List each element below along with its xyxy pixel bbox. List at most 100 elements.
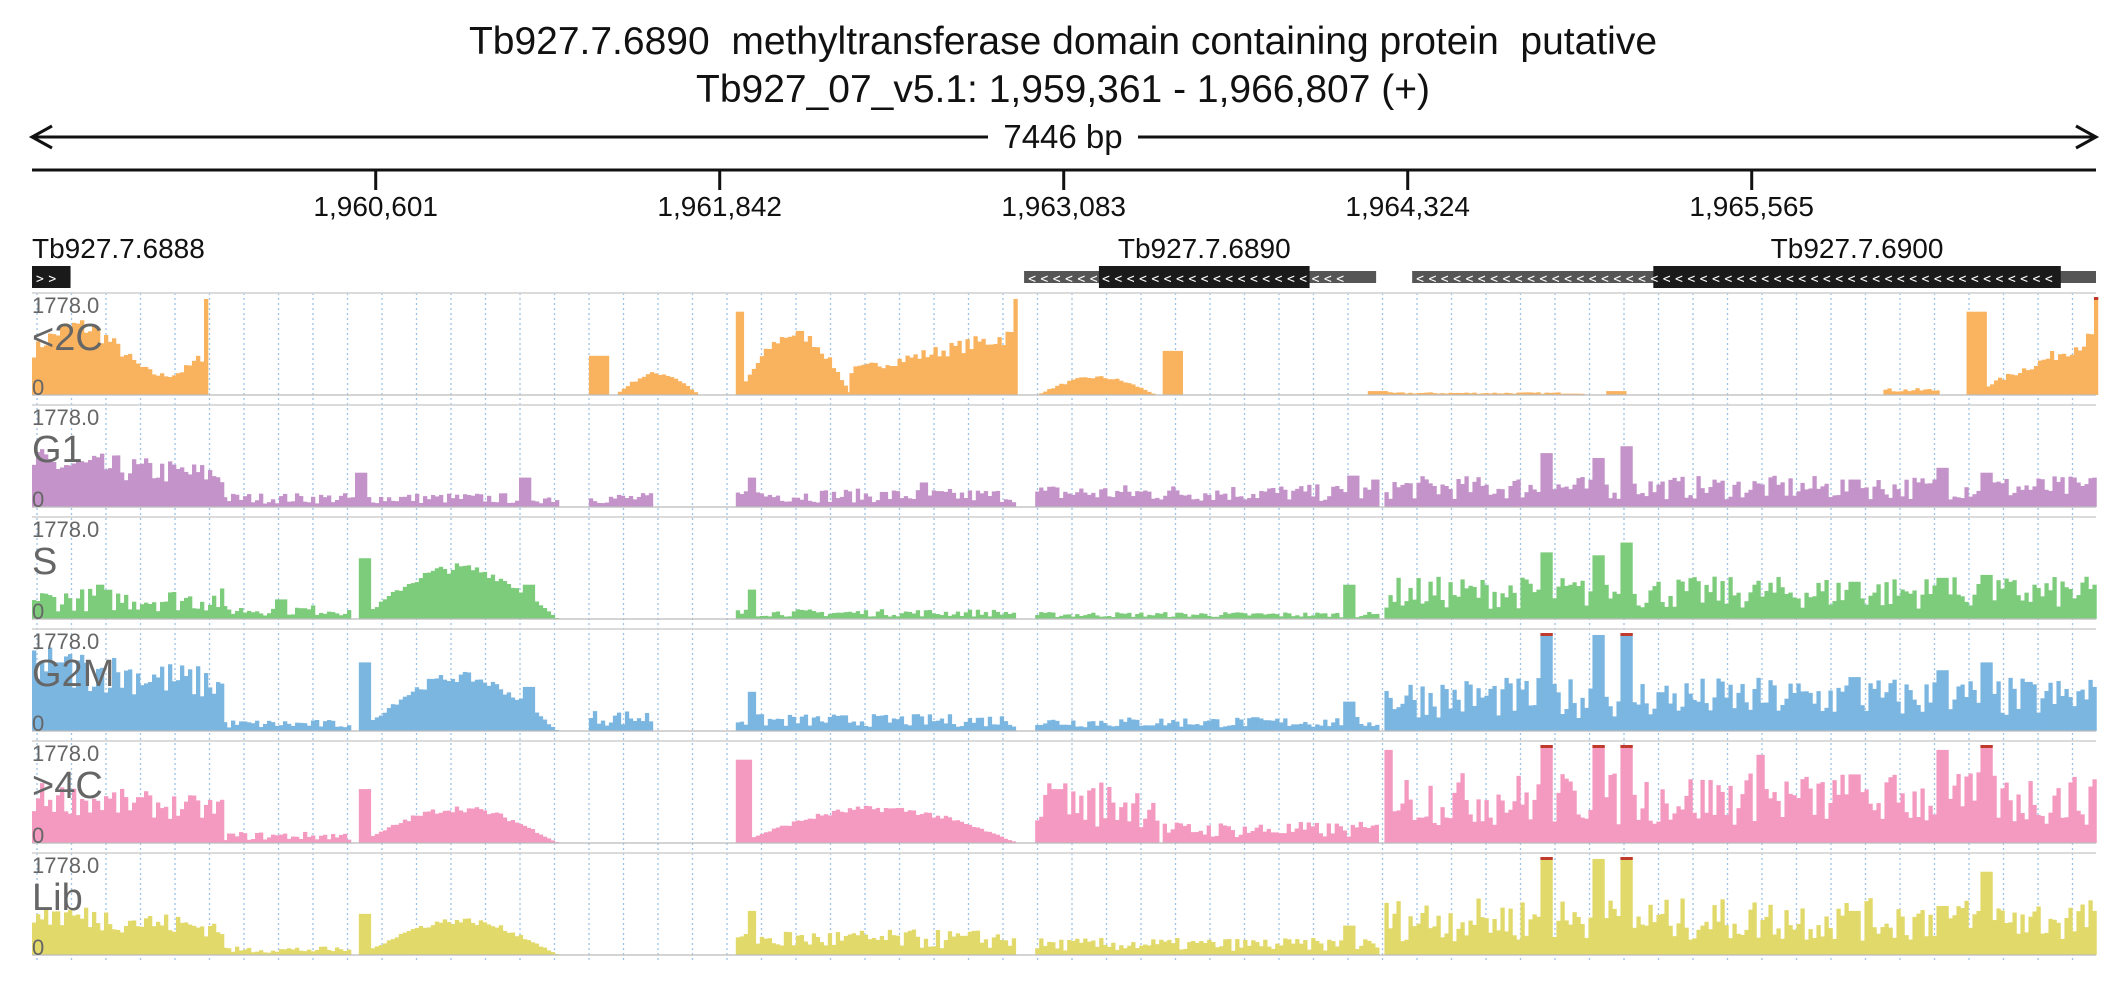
coverage-bar (1452, 792, 1457, 843)
coverage-bar (1295, 939, 1300, 955)
coverage-bar (1095, 725, 1100, 731)
coverage-bar (220, 482, 225, 507)
coverage-bar (771, 943, 777, 955)
coverage-bar (1291, 616, 1296, 619)
coverage-bar (2036, 478, 2041, 507)
coverage-bar (482, 922, 488, 955)
coverage-bar (1115, 949, 1120, 955)
coverage-bar (1928, 805, 1933, 843)
coverage-bar (1928, 914, 1933, 955)
coverage-bar (188, 365, 193, 395)
coverage-bar (1111, 617, 1116, 619)
coverage-bar (1275, 614, 1280, 619)
coverage-bar (1162, 350, 1167, 395)
coverage-bar (522, 825, 528, 843)
coverage-bar (346, 725, 352, 731)
clip-marker (1548, 633, 1553, 636)
coverage-bar (1692, 577, 1697, 619)
coverage-bar (342, 493, 348, 507)
coverage-bar (831, 944, 837, 955)
coverage-bar (382, 599, 388, 619)
coverage-bar (2092, 686, 2097, 731)
coverage-bar (1792, 693, 1797, 731)
coverage-bar (1912, 477, 1917, 507)
coverage-bar (1800, 482, 1805, 507)
coverage-bar (1820, 710, 1825, 731)
coverage-bar (2048, 490, 2053, 507)
coverage-bar (1800, 779, 1805, 843)
coverage-bar (1560, 901, 1565, 955)
coverage-bar (168, 377, 173, 395)
track-name-label: G2M (32, 653, 114, 695)
coverage-bar (1780, 482, 1785, 507)
coverage-bar (1171, 486, 1176, 507)
coverage-bar (881, 368, 886, 395)
coverage-bar (116, 593, 121, 619)
coverage-bar (1468, 492, 1473, 507)
clip-marker (1540, 745, 1545, 748)
coverage-bar (2072, 931, 2077, 955)
track-name-label: >4C (32, 765, 103, 807)
coverage-bar (803, 610, 809, 619)
coverage-bar (192, 795, 197, 843)
coverage-bar (1315, 612, 1320, 619)
coverage-bar (1624, 745, 1629, 843)
coverage-bar (1099, 720, 1104, 731)
coverage-bar (88, 588, 93, 619)
coverage-bar (1343, 584, 1348, 619)
coverage-bar (2073, 347, 2079, 395)
coverage-bar (815, 716, 821, 731)
coverage-bar (1756, 580, 1761, 619)
coverage-bar (1732, 824, 1737, 843)
coverage-bar (1480, 917, 1485, 955)
coverage-bar (1359, 498, 1364, 507)
coverage-bar (68, 654, 73, 731)
coverage-bar (1119, 945, 1124, 955)
coverage-bar (1139, 725, 1144, 731)
coverage-bar (1980, 871, 1985, 955)
coverage-bar (2080, 904, 2085, 955)
coverage-bar (1844, 589, 1849, 619)
coverage-bar (2068, 476, 2073, 507)
coverage-bar (1744, 929, 1749, 955)
coverage-bar (140, 463, 145, 507)
coverage-bar (955, 933, 961, 955)
coverage-bar (1007, 499, 1013, 507)
coverage-bar (108, 341, 113, 395)
coverage-bar (905, 355, 910, 395)
coverage-bar (1764, 702, 1769, 731)
coverage-bar (438, 812, 444, 843)
coverage-bar (310, 496, 316, 507)
coverage-bar (278, 834, 284, 843)
coverage-bar (661, 374, 667, 395)
coverage-bar (1039, 724, 1044, 731)
axis-tick-label: 1,961,842 (657, 191, 782, 222)
coverage-bar (747, 477, 753, 507)
coverage-bar (1952, 699, 1957, 731)
coverage-bar (949, 342, 954, 395)
coverage-bar (1347, 475, 1352, 507)
coverage-bar (1552, 489, 1557, 507)
coverage-bar (2000, 910, 2005, 955)
coverage-bar (514, 588, 520, 619)
coverage-bar (1660, 481, 1665, 507)
coverage-bar (783, 501, 789, 507)
coverage-bar (330, 833, 336, 843)
coverage-bar (1404, 393, 1409, 395)
coverage-bar (1287, 725, 1292, 731)
track-ymin-label: 0 (32, 599, 44, 624)
coverage-bar (482, 501, 488, 507)
coverage-bar (811, 818, 817, 843)
coverage-bar (116, 929, 121, 955)
coverage-bar (1992, 482, 1997, 507)
coverage-bar (1195, 498, 1200, 507)
coverage-bar (1644, 496, 1649, 507)
coverage-bar (1235, 717, 1240, 731)
coverage-bar (1540, 552, 1545, 619)
coverage-bar (1219, 614, 1224, 619)
coverage-bar (490, 926, 496, 955)
coverage-bar (1167, 490, 1172, 507)
coverage-bar (811, 933, 817, 955)
coverage-bar (1087, 377, 1092, 395)
coverage-bar (242, 612, 248, 619)
